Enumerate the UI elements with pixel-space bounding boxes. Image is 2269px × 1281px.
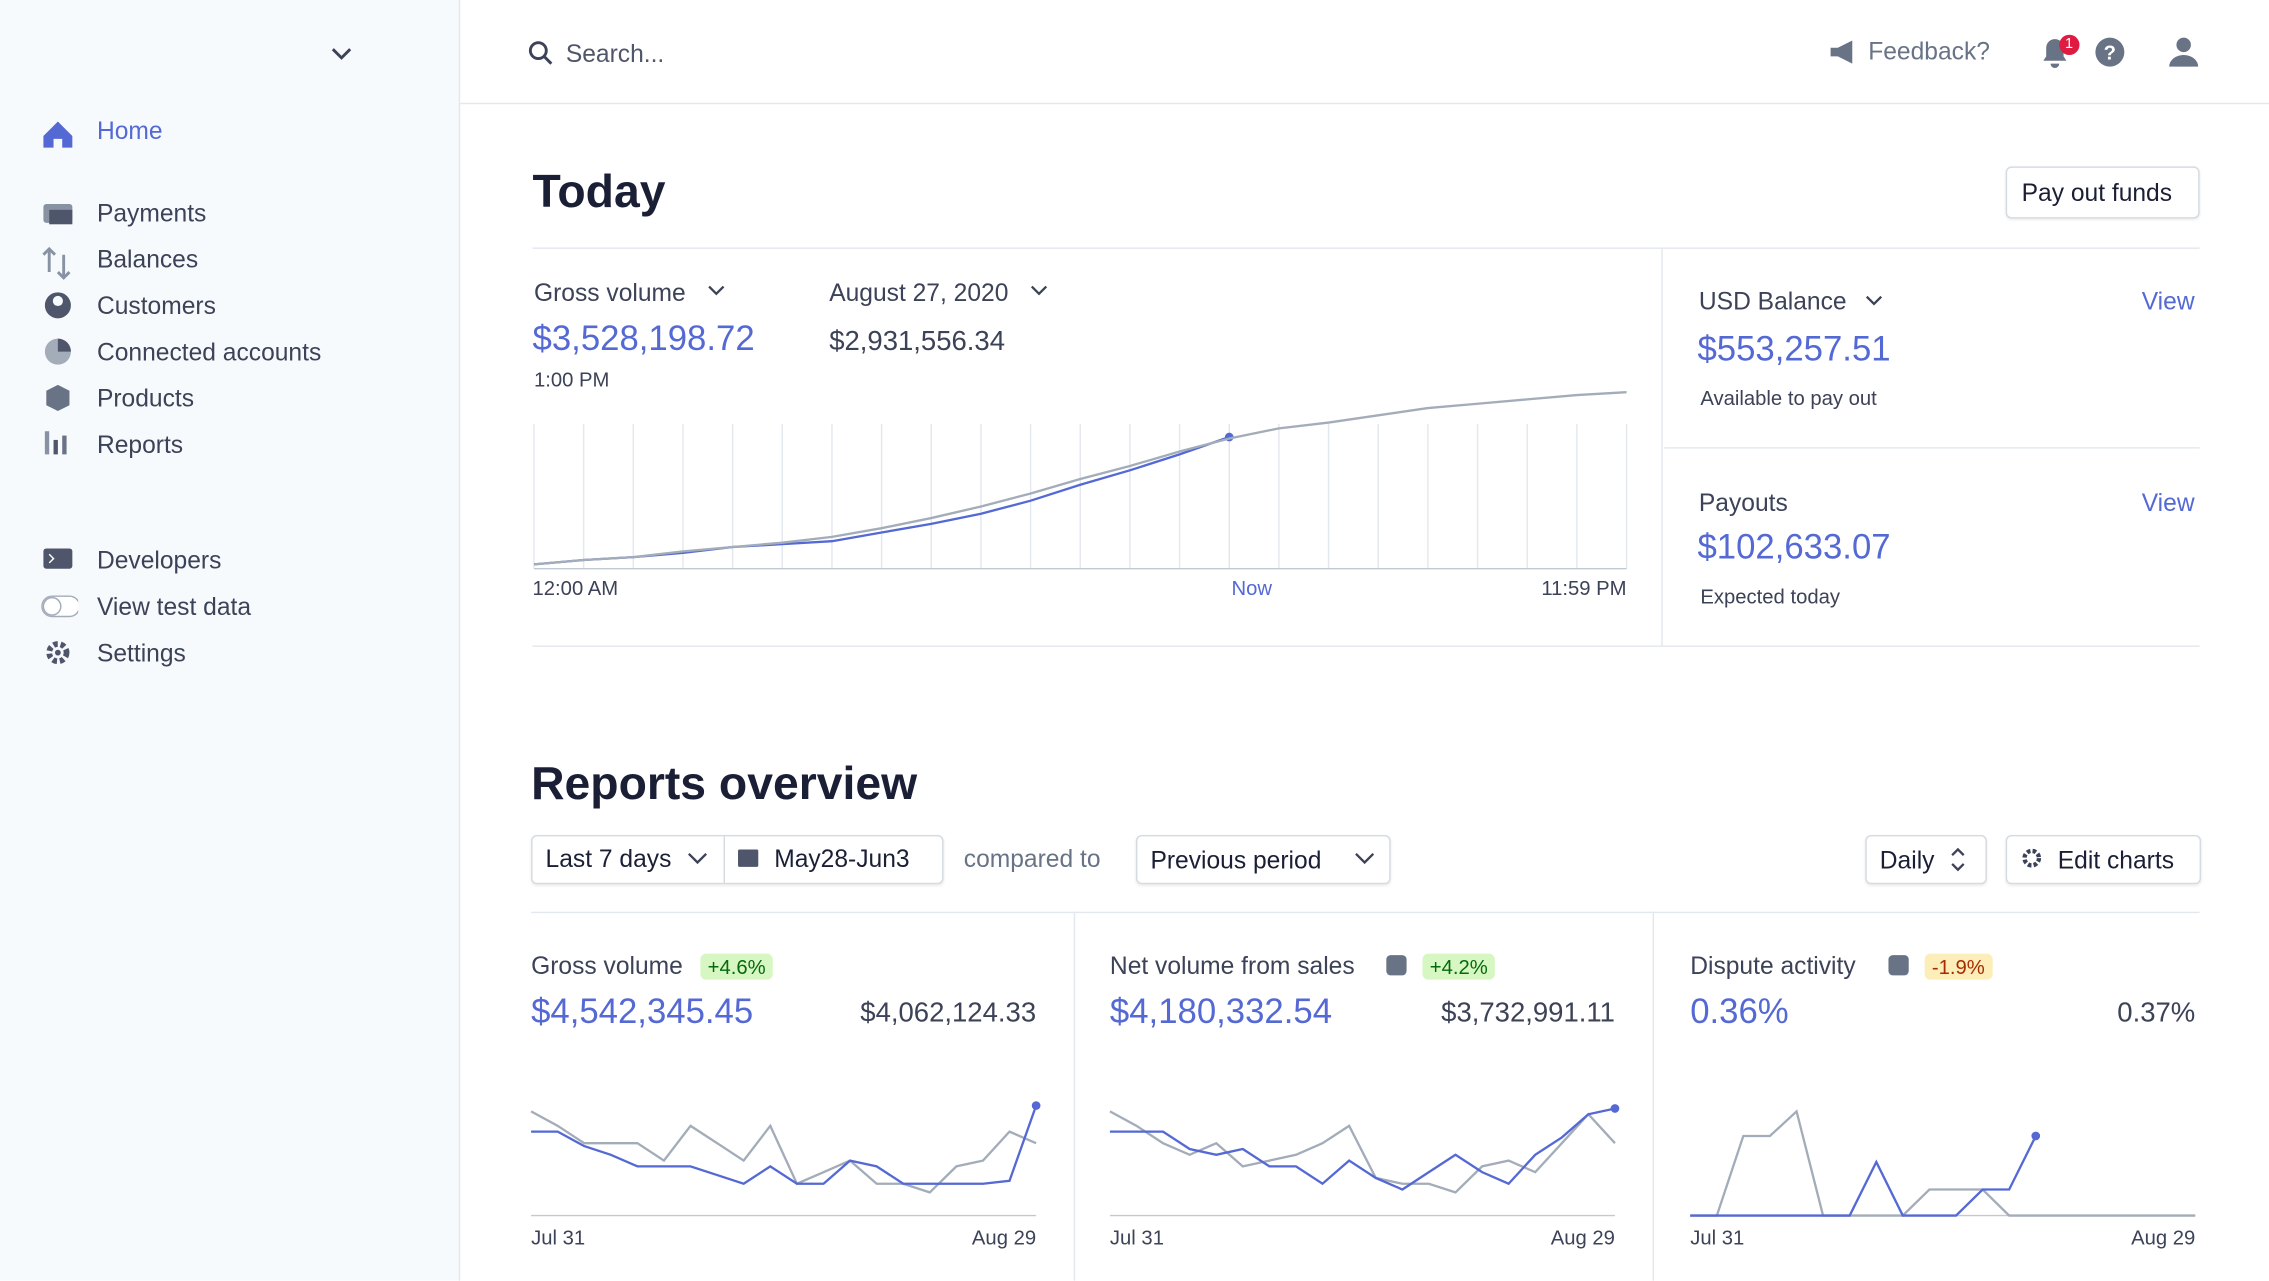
today-title: Today [532,164,666,218]
payout-button[interactable]: Pay out funds [2005,166,2200,219]
series-endpoint [2031,1131,2041,1141]
edit: Edit charts [2057,846,2174,875]
notification-badge: 1 [2059,34,2079,55]
nav-icons [41,121,79,665]
sidebar: Home Payments Balances Customers Connect… [0,0,461,1281]
payout-label: Pay out funds [2021,179,2173,207]
feedback-icon [1830,40,1853,64]
nav-item[interactable]: Connected accounts [96,338,322,367]
gross-time: 1:00 PM [533,367,610,391]
account-chevron[interactable] [330,43,353,63]
interval: Daily [1879,846,1935,875]
x-label: Jul 31 [1690,1228,1744,1250]
card-label: Dispute activity [1690,952,1856,980]
x-label: Jul 31 [531,1228,585,1250]
search-icon [528,41,553,65]
series-line [1109,1107,1616,1191]
series-line [1690,1135,2037,1217]
series-endpoint [1610,1104,1620,1113]
change-badge: -1.9% [1924,953,1993,980]
series-line [533,391,1627,566]
x-label: Aug 29 [2131,1228,2195,1250]
series-line [1690,1109,2196,1217]
card-compare: 0.37% [2117,998,2196,1029]
x-label: Jul 31 [1110,1228,1164,1250]
x-label: 12:00 AM [533,578,619,600]
card-compare: $3,732,991.11 [1441,998,1615,1029]
nav-item[interactable]: View test data [96,593,252,621]
series-endpoint [1031,1101,1041,1110]
nav-item[interactable]: Products [96,384,195,413]
change-badge: +4.6% [700,953,773,980]
divider [1664,447,2200,449]
divider [531,911,2200,914]
nav-item[interactable]: Payments [96,199,207,228]
card-compare: $4,062,124.33 [860,998,1037,1029]
range[interactable]: Last 7 days [545,845,672,873]
nav-item[interactable]: Reports [96,431,184,459]
x-label: 11:59 PM [1541,578,1626,600]
change-badge: +4.2% [1422,953,1495,980]
divider [1073,911,1076,1281]
series-line [530,1110,1037,1194]
card-label: Net volume from sales [1109,952,1355,980]
card-label: Gross volume [531,952,683,980]
search-input[interactable]: Search... [565,40,665,69]
series-line [531,1105,1038,1186]
card-value: $4,180,332.54 [1109,992,1333,1032]
topbar-border [460,102,2269,105]
x-label: Aug 29 [1551,1228,1615,1250]
x-label: Now [1231,578,1272,600]
x-label: Aug 29 [972,1228,1036,1250]
svg-text:?: ? [2104,42,2116,64]
nav-home[interactable]: Home [96,117,163,145]
payouts-link[interactable]: View [2141,489,2195,517]
feedback[interactable]: Feedback? [1868,37,1990,66]
balance-link[interactable]: View [2141,287,2195,316]
card-value: $4,542,345.45 [531,992,754,1032]
series-line [1109,1110,1616,1194]
nav-item[interactable]: Settings [96,639,186,668]
nav-item[interactable]: Balances [96,246,199,274]
gross-label[interactable]: Gross volume [533,279,686,307]
card-value: 0.36% [1690,992,1789,1032]
divider [532,247,2200,249]
nav-item[interactable]: Developers [96,547,222,575]
nav-item[interactable]: Customers [96,292,216,320]
divider [1652,911,1655,1281]
